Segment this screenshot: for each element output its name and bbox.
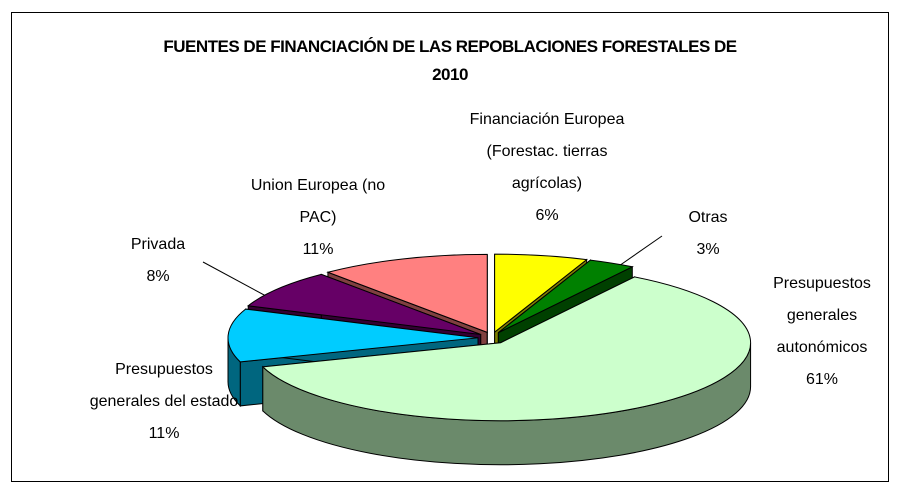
slice xyxy=(246,273,481,335)
slice-label: Otras 3% xyxy=(663,202,753,266)
label-name: Presupuestos generales del estado xyxy=(89,361,239,410)
slice xyxy=(494,253,588,334)
chart-frame xyxy=(11,12,889,482)
slice-label: Financiación Europea (Forestac. tierras … xyxy=(467,104,627,232)
label-name: Union Europea (no PAC) xyxy=(250,177,386,226)
label-value: 61% xyxy=(805,371,839,388)
leader-line xyxy=(615,235,663,269)
label-name: Otras xyxy=(688,209,728,226)
slice xyxy=(326,253,488,334)
label-name: Financiación Europea (Forestac. tierras … xyxy=(469,111,625,192)
slice-label: Presupuestos generales autonómicos 61% xyxy=(752,268,892,396)
slice xyxy=(498,259,634,334)
slice-label: Presupuestos generales del estado 11% xyxy=(89,354,239,450)
leader-line xyxy=(202,261,267,297)
label-value: 11% xyxy=(302,241,334,258)
label-name: Privada xyxy=(130,236,186,253)
slice-label: Union Europea (no PAC) 11% xyxy=(248,170,388,266)
slice xyxy=(261,276,752,422)
label-value: 3% xyxy=(696,241,720,258)
chart-title: FUENTES DE FINANCIACIÓN DE LAS REPOBLACI… xyxy=(163,37,737,84)
label-value: 11% xyxy=(148,425,180,442)
label-value: 6% xyxy=(535,207,559,224)
label-name: Presupuestos generales autonómicos xyxy=(773,275,871,356)
slice xyxy=(227,308,479,363)
label-value: 8% xyxy=(146,268,170,285)
slice-label: Privada 8% xyxy=(108,229,208,293)
